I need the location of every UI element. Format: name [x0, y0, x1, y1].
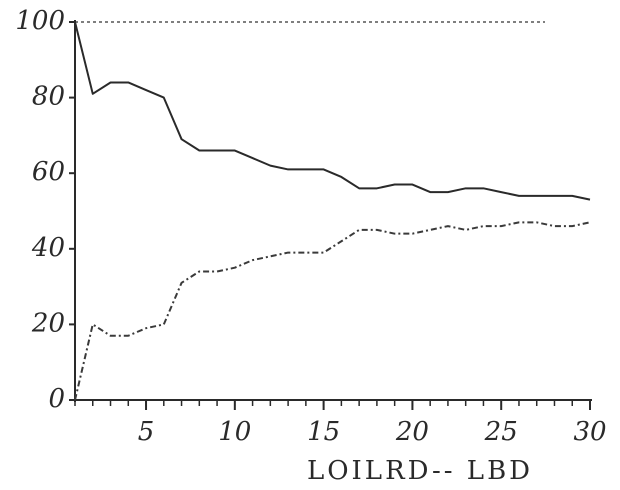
- y-tick-label: 40: [31, 233, 65, 263]
- y-tick-label: 80: [32, 82, 65, 112]
- y-tick-label: 0: [48, 384, 65, 414]
- x-axis-title: LOILRD-- LBD: [307, 456, 533, 486]
- x-tick-label: 25: [484, 417, 518, 447]
- y-tick-label: 60: [32, 157, 65, 187]
- series-line: [74, 21, 591, 201]
- x-tick-label: 30: [573, 417, 606, 447]
- x-tick-label: 10: [218, 417, 251, 447]
- x-tick-label: 20: [395, 417, 429, 447]
- y-tick-label: 100: [15, 6, 65, 36]
- x-tick-label: 15: [307, 417, 340, 447]
- x-tick-label: 5: [138, 417, 155, 447]
- y-tick-label: 20: [31, 308, 65, 338]
- series-line: [74, 221, 591, 401]
